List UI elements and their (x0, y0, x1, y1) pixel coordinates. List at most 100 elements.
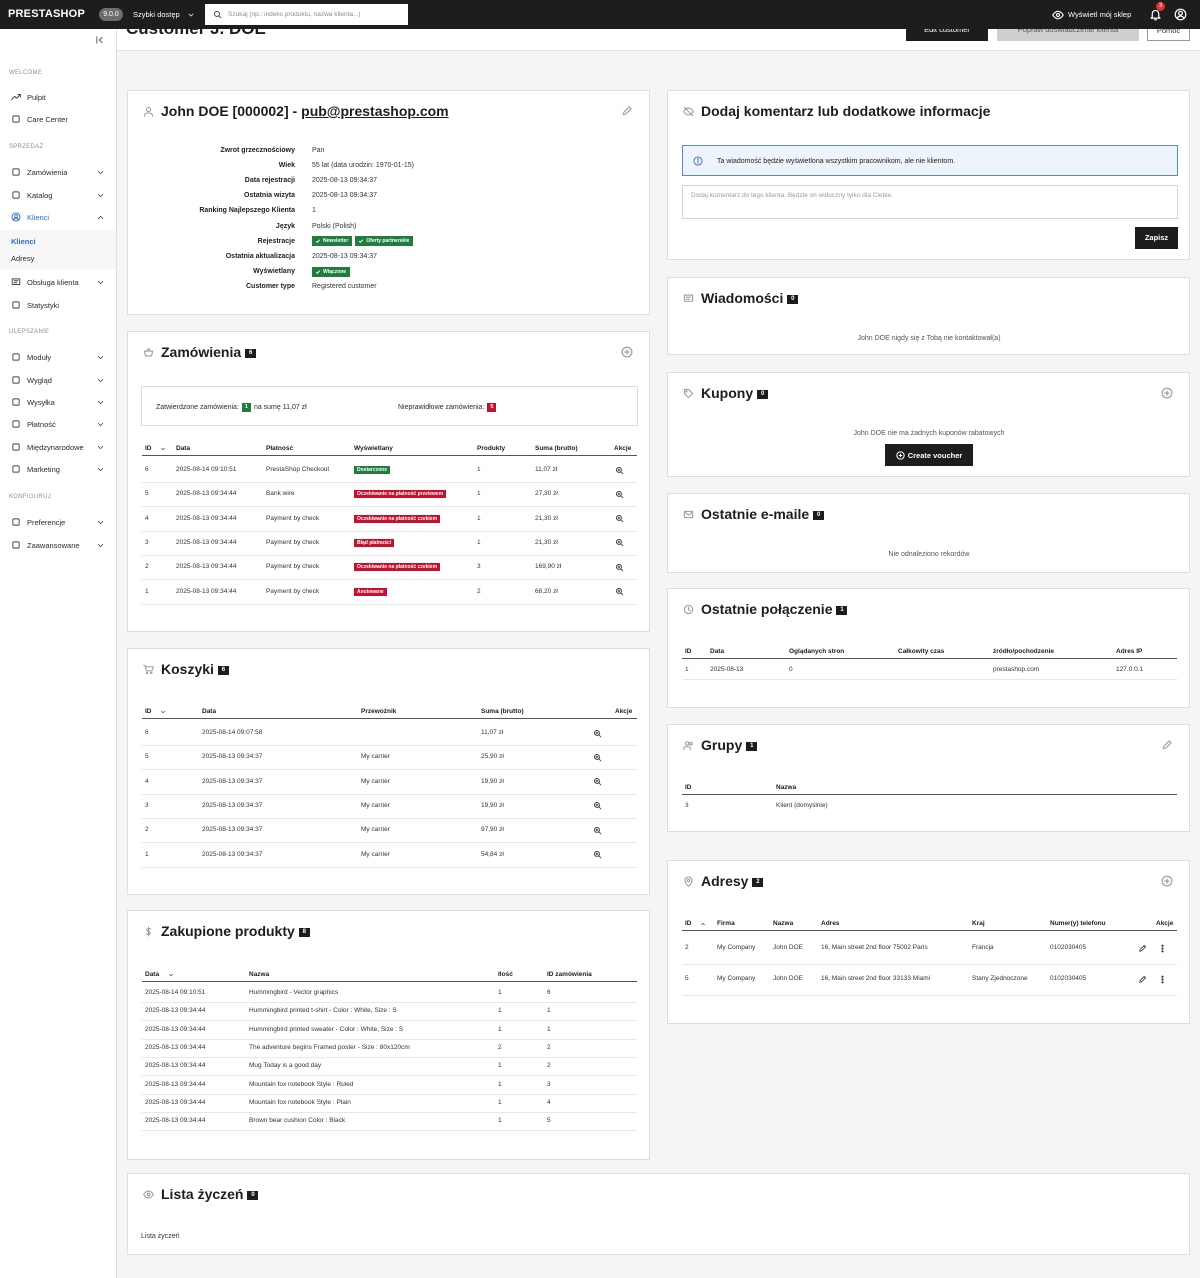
view-button[interactable] (615, 563, 624, 572)
column-header: ID (685, 648, 692, 655)
table-cell: 2025-08-13 09:34:44 (176, 490, 237, 498)
card: Ostatnie e-maile 0 Nie odnaleziono rekordó… (667, 493, 1190, 573)
table-cell: 2025-08-13 09:34:44 (176, 587, 237, 595)
table-cell: 2025-08-13 (710, 666, 744, 673)
add-button[interactable] (1161, 875, 1173, 887)
card: Kupony 0 John DOE nie ma żadnych kuponów r… (667, 372, 1190, 477)
icon-shape (12, 115, 20, 123)
icon-svg (142, 1190, 154, 1198)
icon-svg (97, 170, 103, 174)
menu-item[interactable]: Zamówienia (27, 167, 68, 177)
menu-item[interactable]: Moduły (27, 352, 52, 362)
field-label: Wiek (278, 161, 295, 169)
menu-item[interactable]: Obsługa klienta (27, 277, 79, 287)
submenu-item[interactable]: Adresy (11, 253, 35, 263)
menu-item[interactable]: Wysyłka (27, 397, 55, 407)
icon-svg (683, 388, 693, 398)
column-header: Firma (717, 920, 735, 927)
table-cell: My carrier (361, 801, 390, 809)
icon-svg (11, 94, 21, 100)
summary-item: Nieprawidłowe zamówienia: 5 (398, 401, 497, 413)
table-cell: Klient (domyślnie) (776, 802, 828, 809)
icon-svg (615, 587, 623, 596)
card-icon (142, 1189, 154, 1200)
view-button[interactable] (615, 538, 624, 547)
menu-chevron (96, 518, 105, 527)
icon-shape (142, 664, 154, 671)
address-menu-button[interactable] (1158, 975, 1167, 984)
edit-button[interactable] (621, 105, 633, 117)
menu-item[interactable]: Katalog (27, 190, 53, 200)
card-icon (143, 926, 154, 937)
menu-item[interactable]: Statystyki (27, 300, 60, 310)
menu-item[interactable]: Płatność (27, 419, 56, 429)
view-button[interactable] (593, 729, 602, 738)
menu-chevron (96, 213, 105, 222)
view-button[interactable] (615, 490, 624, 499)
view-button[interactable] (593, 753, 602, 762)
icon-shape (597, 806, 601, 810)
menu-item[interactable]: Klienci (27, 212, 50, 222)
card: Grupy 1 ID Nazwa 3 Klient (domyślnie) (667, 724, 1190, 832)
card-title-text: Kupony (701, 385, 754, 401)
menu-icon (11, 212, 21, 222)
view-button[interactable] (593, 826, 602, 835)
search-box[interactable]: Szukaj (np.: indeks produktu, nazwa klie… (205, 4, 408, 25)
customer-email[interactable]: pub@prestashop.com (301, 103, 449, 119)
row-rule (142, 1002, 637, 1004)
menu-item[interactable]: Pulpit (27, 92, 46, 102)
menu-item[interactable]: Międzynarodowe (27, 442, 84, 452)
menu-item[interactable]: Wygląd (27, 375, 52, 385)
card-title: Koszyki 6 (161, 660, 229, 678)
comment-textarea[interactable]: Dodaj komentarz do tego klienta. Będzie … (682, 185, 1178, 219)
notifications-icon[interactable] (1149, 8, 1162, 21)
card-title-text: Zakupione produkty (161, 923, 295, 939)
icon-shape (97, 193, 103, 197)
edit-address-button[interactable] (1138, 975, 1147, 984)
icon-svg (97, 193, 103, 197)
table-cell: 0102030405 (1050, 944, 1087, 951)
add-button[interactable] (1161, 387, 1173, 399)
menu-item[interactable]: Preferencje (27, 517, 66, 527)
sidebar-collapse[interactable] (95, 35, 105, 45)
icon-svg (593, 802, 601, 810)
row-rule (142, 1130, 637, 1132)
count-badge: 8 (298, 927, 310, 937)
create-voucher-button[interactable]: Create voucher (885, 444, 973, 466)
save-button[interactable]: Zapisz (1135, 227, 1178, 249)
menu-item[interactable]: Marketing (27, 464, 60, 474)
card-title-text: Wiadomości (701, 290, 784, 306)
sidebar-section-title: ULEPSZANIE (9, 328, 50, 335)
add-button[interactable] (621, 346, 633, 358)
menu-item[interactable]: Care Center (27, 114, 68, 124)
view-button[interactable] (593, 850, 602, 859)
field-label: Ranking Najlepszego Klienta (199, 207, 295, 215)
icon-svg (593, 826, 601, 834)
icon-svg (622, 106, 632, 116)
menu-icon (11, 517, 21, 527)
edit-button[interactable] (1161, 739, 1173, 751)
icon-shape (597, 733, 601, 737)
view-shop[interactable]: Wyświetl mój sklep (1068, 10, 1132, 19)
view-button[interactable] (615, 514, 624, 523)
table-cell: Mountain fox notebook Style : Ruled (249, 1080, 354, 1088)
menu-item[interactable]: Zaawansowane (27, 540, 80, 550)
account-icon[interactable] (1174, 8, 1187, 21)
column-header: Płatność (266, 445, 294, 452)
table-cell: 6 (145, 729, 149, 736)
column-header: Numer(y) telefonu (1050, 920, 1106, 927)
icon-svg (97, 355, 103, 359)
menu-icon (11, 190, 21, 200)
edit-address-button[interactable] (1138, 944, 1147, 953)
icon-shape (149, 671, 152, 674)
submenu-item[interactable]: Klienci (11, 236, 36, 246)
quick-access[interactable]: Szybki dostęp (133, 10, 180, 19)
view-button[interactable] (615, 466, 624, 475)
view-button[interactable] (593, 777, 602, 786)
card-title: Zamówienia 6 (161, 343, 257, 361)
card-title-text: Zamówienia (161, 344, 242, 360)
view-button[interactable] (593, 801, 602, 810)
view-button[interactable] (615, 587, 624, 596)
address-menu-button[interactable] (1158, 944, 1167, 953)
icon-svg (615, 466, 623, 474)
